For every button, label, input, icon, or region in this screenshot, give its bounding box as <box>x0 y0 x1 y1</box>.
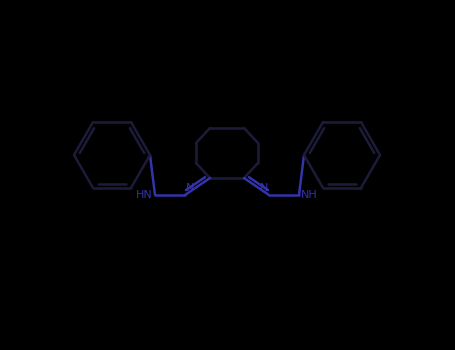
Text: HN: HN <box>136 190 153 200</box>
Text: N: N <box>186 183 194 193</box>
Text: N: N <box>260 183 268 193</box>
Text: NH: NH <box>301 190 318 200</box>
